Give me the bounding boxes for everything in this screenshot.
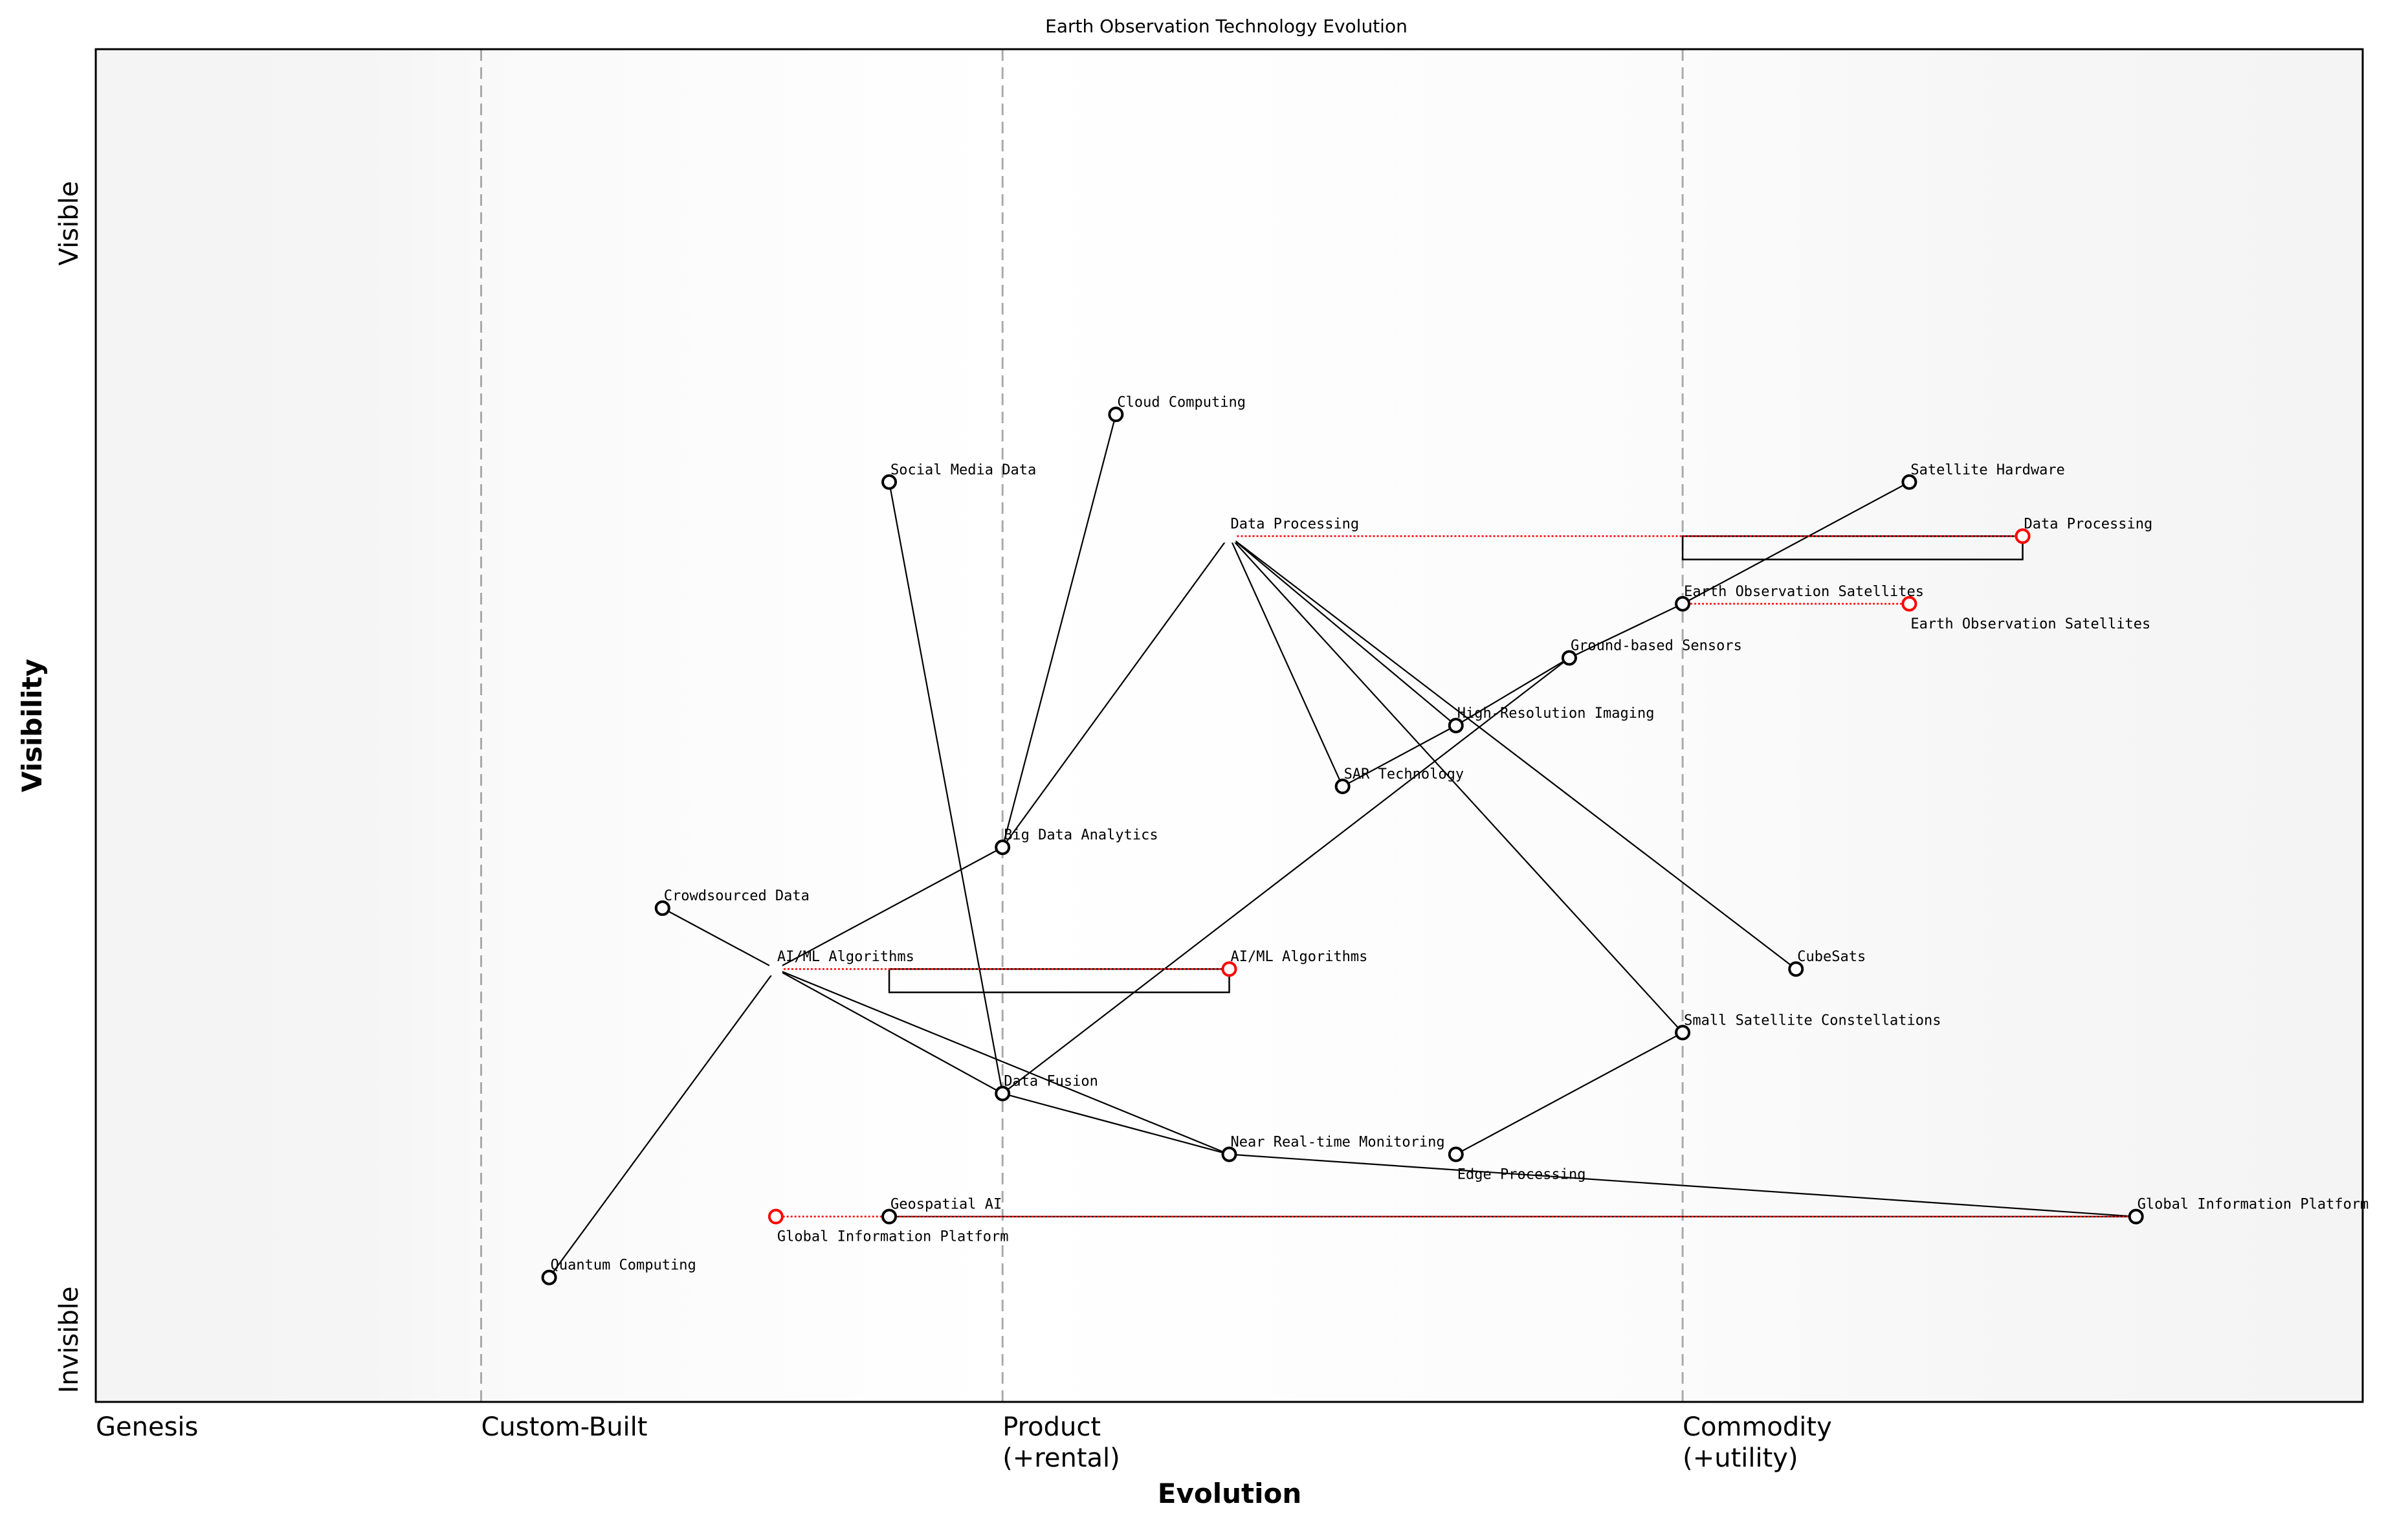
- component-anchor-data-processing: [1222, 529, 1236, 543]
- link-ai-ml-algorithms-to-near-real-time-monitoring: [775, 968, 1230, 1155]
- plot-background: [96, 49, 2363, 1402]
- evolved-marker-global-information-platform: [768, 1208, 784, 1225]
- component-marker-quantum-computing: [541, 1269, 557, 1285]
- link-crowdsourced-data-to-ai-ml-algorithms: [662, 907, 777, 970]
- plot-frame: [94, 48, 2364, 1403]
- component-label-quantum-computing: Quantum Computing: [551, 1258, 696, 1274]
- component-label-near-real-time-monitoring: Near Real-time Monitoring: [1231, 1135, 1445, 1151]
- link-data-fusion-to-near-real-time-monitoring: [1002, 1093, 1230, 1155]
- y-top-label: Visible: [54, 181, 84, 266]
- component-label-cubesats: CubeSats: [1797, 949, 1866, 965]
- link-data-processing-to-high-resolution-imaging: [1228, 535, 1457, 726]
- component-label-cloud-computing: Cloud Computing: [1117, 394, 1246, 410]
- component-marker-ground-based-sensors: [1561, 650, 1577, 666]
- stage-label-commodity-utility: Commodity (+utility): [1683, 1412, 1832, 1473]
- component-label-small-satellite-constellations: Small Satellite Constellations: [1684, 1012, 1941, 1028]
- component-marker-social-media-data: [881, 474, 898, 490]
- component-marker-data-fusion: [995, 1085, 1011, 1102]
- component-label-sar-technology: SAR Technology: [1344, 766, 1464, 783]
- component-label-edge-processing: Edge Processing: [1457, 1167, 1586, 1183]
- evolved-marker-ai-ml-algorithms: [1221, 961, 1237, 977]
- component-label-data-fusion: Data Fusion: [1004, 1073, 1098, 1089]
- link-big-data-analytics-to-ai-ml-algorithms: [775, 847, 1003, 970]
- component-marker-small-satellite-constellations: [1675, 1025, 1691, 1041]
- component-marker-satellite-hardware: [1901, 474, 1917, 490]
- stage-label-custom-built: Custom-Built: [481, 1412, 648, 1442]
- component-marker-sar-technology: [1334, 779, 1351, 795]
- link-ai-ml-algorithms-to-quantum-computing: [548, 968, 777, 1278]
- component-marker-geospatial-ai: [881, 1208, 898, 1225]
- stage-label-genesis: Genesis: [96, 1412, 198, 1442]
- component-label-data-processing: Data Processing: [1231, 516, 1360, 532]
- link-social-media-data-to-data-fusion: [888, 482, 1004, 1094]
- component-marker-big-data-analytics: [995, 839, 1011, 856]
- component-label-geospatial-ai: Geospatial AI: [890, 1197, 1002, 1213]
- component-marker-earth-observation-satellites: [1675, 595, 1691, 612]
- link-satellite-hardware-to-earth-observation-satellites: [1682, 481, 1910, 605]
- component-label-ground-based-sensors: Ground-based Sensors: [1571, 638, 1742, 654]
- link-data-processing-to-cubesats: [1228, 535, 1796, 970]
- pipeline-ai-ml-algorithms: [888, 968, 1230, 994]
- link-data-processing-to-sar-technology: [1228, 535, 1343, 787]
- component-marker-near-real-time-monitoring: [1221, 1146, 1237, 1162]
- component-label-high-resolution-imaging: High-Resolution Imaging: [1457, 705, 1655, 722]
- link-ground-based-sensors-to-data-fusion: [1002, 657, 1570, 1094]
- evolved-label-earth-observation-satellites: Earth Observation Satellites: [1910, 616, 2150, 632]
- evolved-label-data-processing: Data Processing: [2024, 516, 2153, 532]
- link-ground-based-sensors-to-high-resolution-imaging: [1455, 657, 1570, 726]
- link-near-real-time-monitoring-to-global-information-platform: [1229, 1153, 2136, 1217]
- link-cloud-computing-to-big-data-analytics: [1002, 414, 1117, 848]
- component-label-crowdsourced-data: Crowdsourced Data: [664, 888, 810, 904]
- component-label-ai-ml-algorithms: AI/ML Algorithms: [777, 949, 914, 965]
- component-marker-global-information-platform: [2128, 1208, 2144, 1225]
- link-high-resolution-imaging-to-sar-technology: [1342, 725, 1457, 788]
- y-bottom-label: Invisible: [54, 1287, 84, 1393]
- pipeline-data-processing: [1681, 535, 2024, 561]
- component-marker-cloud-computing: [1108, 406, 1124, 423]
- component-anchor-ai-ml-algorithms: [769, 962, 782, 976]
- evolved-marker-earth-observation-satellites: [1901, 595, 1917, 612]
- link-earth-observation-satellites-to-ground-based-sensors: [1569, 603, 1683, 659]
- component-marker-crowdsourced-data: [654, 900, 670, 916]
- x-axis-label: Evolution: [1158, 1478, 1301, 1509]
- link-data-processing-to-small-satellite-constellations: [1228, 535, 1683, 1034]
- stage-label-product-rental: Product (+rental): [1002, 1412, 1120, 1473]
- component-label-big-data-analytics: Big Data Analytics: [1004, 827, 1158, 843]
- component-marker-high-resolution-imaging: [1448, 718, 1464, 733]
- component-label-satellite-hardware: Satellite Hardware: [1910, 462, 2064, 478]
- component-label-social-media-data: Social Media Data: [890, 462, 1036, 478]
- component-label-global-information-platform: Global Information Platform: [2137, 1197, 2369, 1213]
- component-label-earth-observation-satellites: Earth Observation Satellites: [1684, 584, 1924, 600]
- evolved-label-ai-ml-algorithms: AI/ML Algorithms: [1231, 949, 1368, 965]
- link-ai-ml-algorithms-to-data-fusion: [775, 968, 1003, 1094]
- component-marker-edge-processing: [1448, 1146, 1464, 1162]
- y-axis-label: Visibility: [16, 659, 48, 792]
- link-data-processing-to-big-data-analytics: [1002, 535, 1230, 848]
- evolved-marker-data-processing: [2015, 528, 2031, 544]
- link-edge-processing-to-small-satellite-constellations: [1455, 1032, 1683, 1155]
- component-marker-cubesats: [1788, 961, 1804, 977]
- chart-title: Earth Observation Technology Evolution: [1045, 16, 1408, 37]
- evolved-label-global-information-platform: Global Information Platform: [777, 1229, 1009, 1245]
